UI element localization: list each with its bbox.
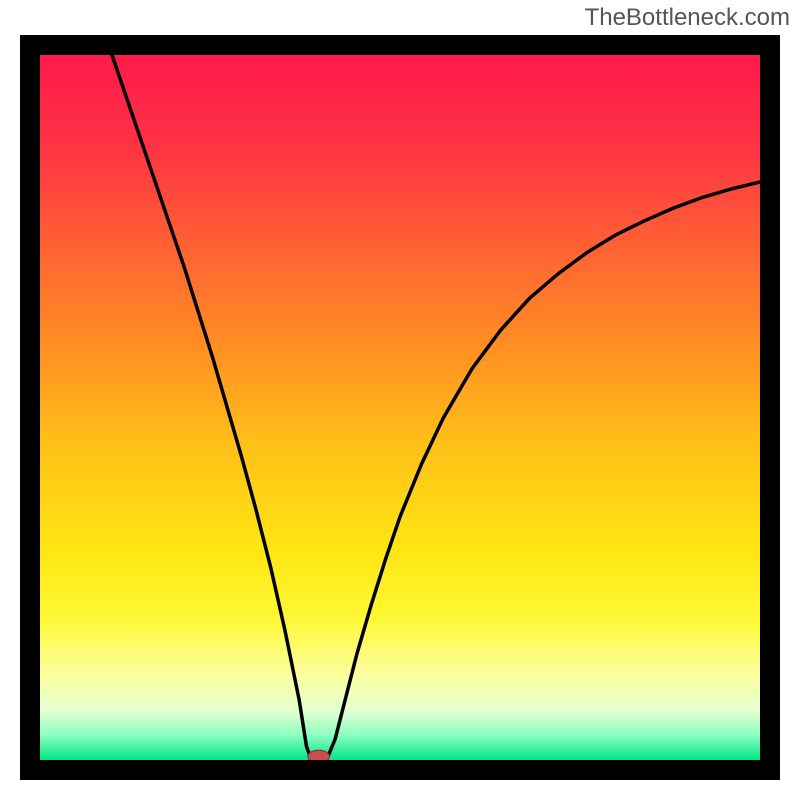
chart-container: TheBottleneck.com [0,0,800,800]
watermark-text: TheBottleneck.com [585,4,790,32]
bottleneck-curve-chart [0,0,800,800]
